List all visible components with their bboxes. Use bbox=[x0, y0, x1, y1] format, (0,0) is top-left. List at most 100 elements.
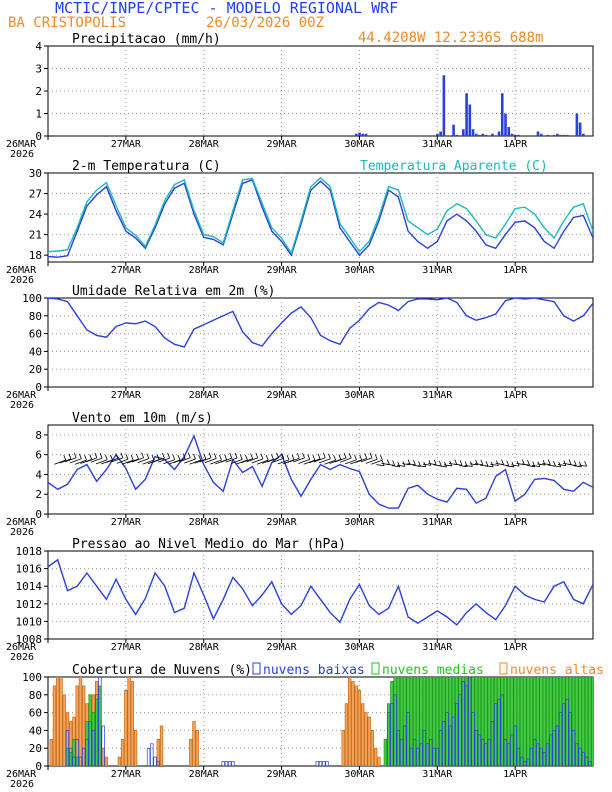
y-tick-label: 1010 bbox=[16, 615, 43, 628]
wind-barb bbox=[386, 463, 395, 466]
x-tick-label: 1APR bbox=[503, 642, 528, 653]
wind-barb-feather bbox=[584, 461, 588, 467]
x-tick-label: 28MAR bbox=[189, 139, 220, 150]
x-year-label: 2026 bbox=[10, 149, 34, 160]
cloud-bar-blue bbox=[464, 685, 469, 766]
wind-barb bbox=[568, 463, 577, 466]
cloud-bar-blue bbox=[91, 730, 96, 766]
wind-barb bbox=[376, 464, 385, 467]
precip-bar bbox=[497, 131, 501, 136]
figure-title: MCTIC/INPE/CPTEC - MODELO REGIONAL WRF bbox=[55, 0, 398, 17]
cloud-bar-orange bbox=[195, 730, 199, 766]
legend-apparent-temp: Temperatura Aparente (C) bbox=[360, 159, 548, 174]
wind-barb bbox=[256, 459, 269, 465]
wind-barb-feather bbox=[156, 454, 160, 460]
wind-barb-feather bbox=[501, 459, 504, 465]
wind-barb-feather bbox=[527, 459, 530, 466]
wind-barb bbox=[199, 457, 212, 463]
panel-4: 0 2 4 6 8 26MAR 27MAR 28MAR 29MAR 30MAR 31MAR 1APR 2… bbox=[6, 411, 594, 538]
wind-barb-feather bbox=[68, 453, 72, 459]
x-year-label: 2026 bbox=[10, 400, 34, 411]
cloud-bar-blue bbox=[468, 677, 472, 766]
wind-barb bbox=[542, 463, 551, 466]
cloud-bar-green bbox=[497, 677, 501, 766]
wind-barb bbox=[360, 457, 373, 463]
cloud-bar-green bbox=[471, 677, 475, 766]
x-tick-label: 1APR bbox=[503, 517, 528, 528]
wind-barb-feather bbox=[130, 454, 134, 461]
cloud-bar-green bbox=[506, 677, 511, 766]
y-tick-label: 1012 bbox=[16, 598, 43, 611]
panel-title: Precipitacao (mm/h) bbox=[72, 32, 221, 47]
plot-area bbox=[48, 558, 593, 626]
cloud-bar-blue bbox=[98, 677, 102, 766]
panel-3: 0 20 40 60 80 100 26MAR 27MAR 28MAR 29MAR 30MAR 31M… bbox=[6, 284, 594, 411]
series-line-blue bbox=[48, 434, 593, 509]
wind-barb-feather bbox=[568, 459, 572, 465]
y-tick-label: 27 bbox=[29, 188, 42, 201]
coordinates-label: 44.4208W 12.2336S 688m bbox=[358, 30, 543, 46]
cloud-bar-blue bbox=[506, 743, 511, 766]
wind-barb bbox=[246, 457, 258, 463]
wind-barb bbox=[69, 458, 82, 464]
wind-barb-feather bbox=[136, 453, 139, 460]
panel-frame bbox=[47, 172, 594, 263]
cloud-bar-green bbox=[578, 677, 582, 766]
wind-barb-feather bbox=[110, 454, 113, 461]
plot-area bbox=[49, 677, 593, 766]
wind-barb-feather bbox=[438, 460, 442, 467]
wind-barb bbox=[345, 459, 357, 465]
wind-barb bbox=[443, 464, 452, 467]
cloud-bar-green bbox=[383, 738, 388, 766]
cloud-bar-green bbox=[519, 677, 524, 766]
wind-barb bbox=[287, 457, 300, 463]
x-tick-label: 27MAR bbox=[111, 265, 142, 276]
wind-barb-feather bbox=[213, 453, 217, 459]
series-line-blue bbox=[48, 178, 593, 258]
wind-barb-feather bbox=[397, 461, 401, 467]
wind-barb bbox=[526, 465, 535, 468]
wind-barb-feather bbox=[553, 461, 556, 467]
wind-barb-feather bbox=[208, 452, 212, 458]
wind-barb-feather bbox=[506, 460, 510, 466]
cloud-bar-orange bbox=[156, 738, 160, 766]
cloud-bar-blue bbox=[471, 712, 475, 766]
cloud-bar-blue bbox=[416, 747, 420, 766]
cloud-bar-blue bbox=[558, 712, 563, 766]
cloud-bar-green bbox=[523, 677, 527, 766]
wind-barb-feather bbox=[151, 454, 155, 461]
cloud-bar-green bbox=[425, 677, 430, 766]
precip-bar bbox=[546, 134, 549, 136]
cloud-bar-orange bbox=[56, 677, 60, 766]
precip-bar bbox=[462, 129, 465, 136]
cloud-bar-blue bbox=[396, 730, 401, 766]
cloud-bar-blue bbox=[94, 694, 99, 766]
x-tick-label: 29MAR bbox=[267, 517, 298, 528]
wind-barb-feather bbox=[250, 453, 253, 459]
wind-barb bbox=[319, 458, 331, 464]
cloud-bar-green bbox=[532, 677, 537, 766]
cloud-bar-blue bbox=[438, 730, 443, 766]
wind-barb bbox=[64, 457, 77, 463]
wind-barb-feather bbox=[521, 459, 525, 465]
cloud-bar-blue bbox=[445, 712, 449, 766]
series-line-blue bbox=[48, 558, 593, 626]
precip-bar bbox=[575, 113, 579, 136]
y-tick-label: 40 bbox=[29, 724, 42, 737]
cloud-bar-green bbox=[474, 677, 478, 766]
cloud-bar-orange bbox=[364, 712, 368, 766]
panel-5: 1008 1010 1012 1014 1016 1018 26MAR 27MAR 28MAR 2… bbox=[6, 537, 594, 663]
cloud-bar-orange bbox=[192, 721, 196, 766]
x-tick-label: 1APR bbox=[503, 139, 528, 150]
cloud-bar-blue bbox=[510, 734, 514, 766]
wind-barb-feather bbox=[563, 460, 567, 466]
cloud-bar-green bbox=[435, 677, 439, 766]
wind-barb-feather bbox=[177, 454, 181, 461]
cloud-bar-blue bbox=[513, 725, 517, 766]
wind-barb-feather bbox=[271, 454, 274, 460]
wind-barb bbox=[85, 457, 98, 463]
cloud-bar-orange bbox=[341, 730, 345, 766]
x-tick-label: 28MAR bbox=[189, 517, 220, 528]
y-tick-label: 6 bbox=[35, 449, 42, 462]
cloud-bar-green bbox=[558, 677, 563, 766]
